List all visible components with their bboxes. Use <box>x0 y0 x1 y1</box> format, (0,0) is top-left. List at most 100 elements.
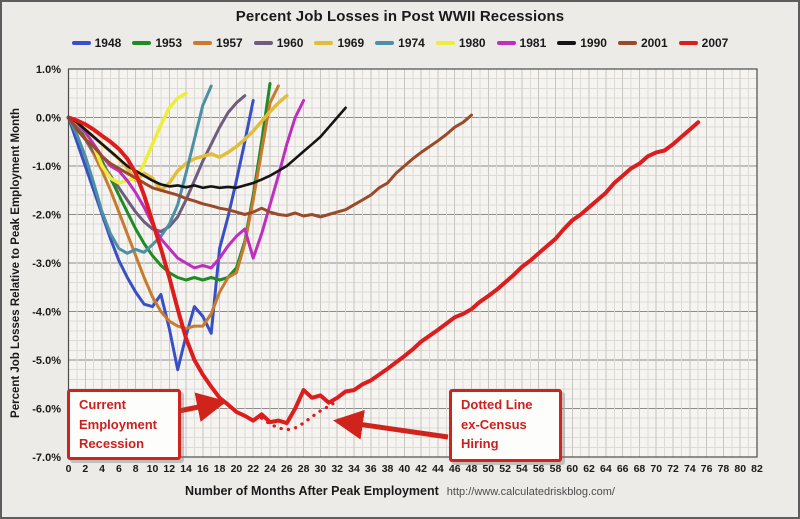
x-tick-label: 10 <box>147 463 159 475</box>
legend-swatch-icon <box>617 41 637 45</box>
legend-label: 1990 <box>580 36 607 50</box>
series-line-ex-census-dotted <box>260 399 339 432</box>
arrow-ex-census-icon <box>333 409 449 440</box>
legend: 1948 1953 1957 1960 1969 1974 1980 1981 1990 2001… <box>2 36 798 50</box>
legend-item-1957: 1957 <box>193 36 243 50</box>
arrow-current-recession-icon <box>173 392 227 422</box>
legend-swatch-icon <box>678 41 698 45</box>
legend-label: 1981 <box>519 36 547 50</box>
legend-item-1990: 1990 <box>557 36 607 50</box>
chart-title: Percent Job Losses in Post WWII Recessio… <box>235 8 565 25</box>
annotation-text-line: Hiring <box>461 436 499 451</box>
plot-border <box>67 68 758 458</box>
axis-tick-labels: 1.0% 0.0% -1.0% -2.0% -3.0% -4.0% -5.0% -6.0% -7… <box>32 64 763 475</box>
legend-label: 2007 <box>701 36 729 50</box>
y-axis-title: Percent Job Losses Relative to Peak Empl… <box>10 108 22 418</box>
y-tick-label: 1.0% <box>36 64 61 76</box>
x-tick-label: 64 <box>600 463 612 475</box>
x-tick-label: 74 <box>684 463 696 475</box>
legend-swatch-icon <box>253 41 273 45</box>
x-tick-label: 70 <box>650 463 662 475</box>
legend-item-1953: 1953 <box>132 36 182 50</box>
x-tick-label: 72 <box>667 463 679 475</box>
legend-label: 1969 <box>337 36 365 50</box>
x-tick-label: 14 <box>180 463 192 475</box>
source-url: http://www.calculatedriskblog.com/ <box>446 486 615 498</box>
x-tick-label: 46 <box>449 463 461 475</box>
x-tick-label: 2 <box>82 463 88 475</box>
legend-item-1960: 1960 <box>253 36 304 50</box>
x-tick-label: 60 <box>566 463 578 475</box>
legend-swatch-icon <box>557 41 577 45</box>
y-tick-label: -7.0% <box>32 452 61 464</box>
series-line-2007 <box>66 115 701 426</box>
legend-label: 1974 <box>398 36 425 50</box>
legend-swatch-icon <box>375 41 395 45</box>
legend-item-2001: 2001 <box>617 36 668 50</box>
x-tick-label: 16 <box>197 463 209 475</box>
legend-label: 1960 <box>276 36 304 50</box>
x-tick-label: 82 <box>751 463 763 475</box>
x-tick-label: 28 <box>298 463 310 475</box>
series-line-1957 <box>67 84 280 330</box>
x-tick-label: 36 <box>365 463 377 475</box>
x-tick-label: 18 <box>214 463 226 475</box>
x-axis-title: Number of Months After Peak Employment <box>185 484 439 498</box>
legend-item-1974: 1974 <box>375 36 425 50</box>
legend-item-1981: 1981 <box>496 36 547 50</box>
x-tick-label: 50 <box>482 463 494 475</box>
y-tick-label: -6.0% <box>32 404 61 416</box>
x-tick-label: 56 <box>533 463 545 475</box>
legend-swatch-icon <box>435 41 455 45</box>
legend-swatch-icon <box>71 41 91 45</box>
x-tick-label: 32 <box>331 463 343 475</box>
annotation-text-line: Recession <box>79 436 145 451</box>
y-tick-label: -3.0% <box>32 258 61 270</box>
x-tick-label: 42 <box>415 463 427 475</box>
legend-label: 1957 <box>216 36 243 50</box>
legend-swatch-icon <box>193 41 213 45</box>
annotation-text-line: ex-Census <box>461 416 527 432</box>
x-tick-label: 4 <box>99 463 105 475</box>
x-axis-row: Number of Months After Peak Employment h… <box>2 484 798 498</box>
series-line-1990 <box>67 106 347 190</box>
legend-swatch-icon <box>132 41 152 45</box>
x-tick-label: 44 <box>432 463 444 475</box>
x-tick-label: 26 <box>281 463 293 475</box>
x-tick-label: 52 <box>499 463 511 475</box>
x-tick-label: 48 <box>466 463 478 475</box>
y-tick-label: -1.0% <box>32 161 61 173</box>
legend-label: 1953 <box>155 36 183 50</box>
y-tick-label: -5.0% <box>32 355 61 367</box>
x-tick-label: 34 <box>348 463 360 475</box>
annotation-text-line: Employment <box>79 416 158 432</box>
y-tick-label: 0.0% <box>36 113 61 125</box>
legend-label: 1980 <box>458 36 486 50</box>
x-tick-label: 40 <box>399 463 411 475</box>
x-tick-label: 54 <box>516 463 528 475</box>
x-tick-label: 0 <box>66 463 72 475</box>
x-tick-label: 66 <box>617 463 629 475</box>
annotation-text-line: Current <box>79 397 126 412</box>
legend-item-1980: 1980 <box>435 36 486 50</box>
legend-swatch-icon <box>496 41 516 45</box>
annotation-dotted-line-ex-census: Dotted Line ex-Census Hiring <box>449 389 562 462</box>
x-tick-label: 62 <box>583 463 595 475</box>
legend-swatch-icon <box>314 41 334 45</box>
x-tick-label: 58 <box>550 463 562 475</box>
annotation-text-line: Dotted Line <box>461 397 533 412</box>
legend-label: 1948 <box>94 36 122 50</box>
x-tick-label: 8 <box>133 463 139 475</box>
y-tick-label: -2.0% <box>32 210 61 222</box>
x-tick-label: 78 <box>718 463 730 475</box>
legend-item-1969: 1969 <box>314 36 364 50</box>
x-tick-label: 22 <box>247 463 259 475</box>
x-tick-label: 12 <box>163 463 175 475</box>
x-tick-label: 30 <box>315 463 327 475</box>
y-tick-label: -4.0% <box>32 307 61 319</box>
x-tick-label: 80 <box>734 463 746 475</box>
x-tick-label: 68 <box>634 463 646 475</box>
annotation-current-employment-recession: Current Employment Recession <box>67 389 181 460</box>
legend-item-1948: 1948 <box>71 36 122 50</box>
